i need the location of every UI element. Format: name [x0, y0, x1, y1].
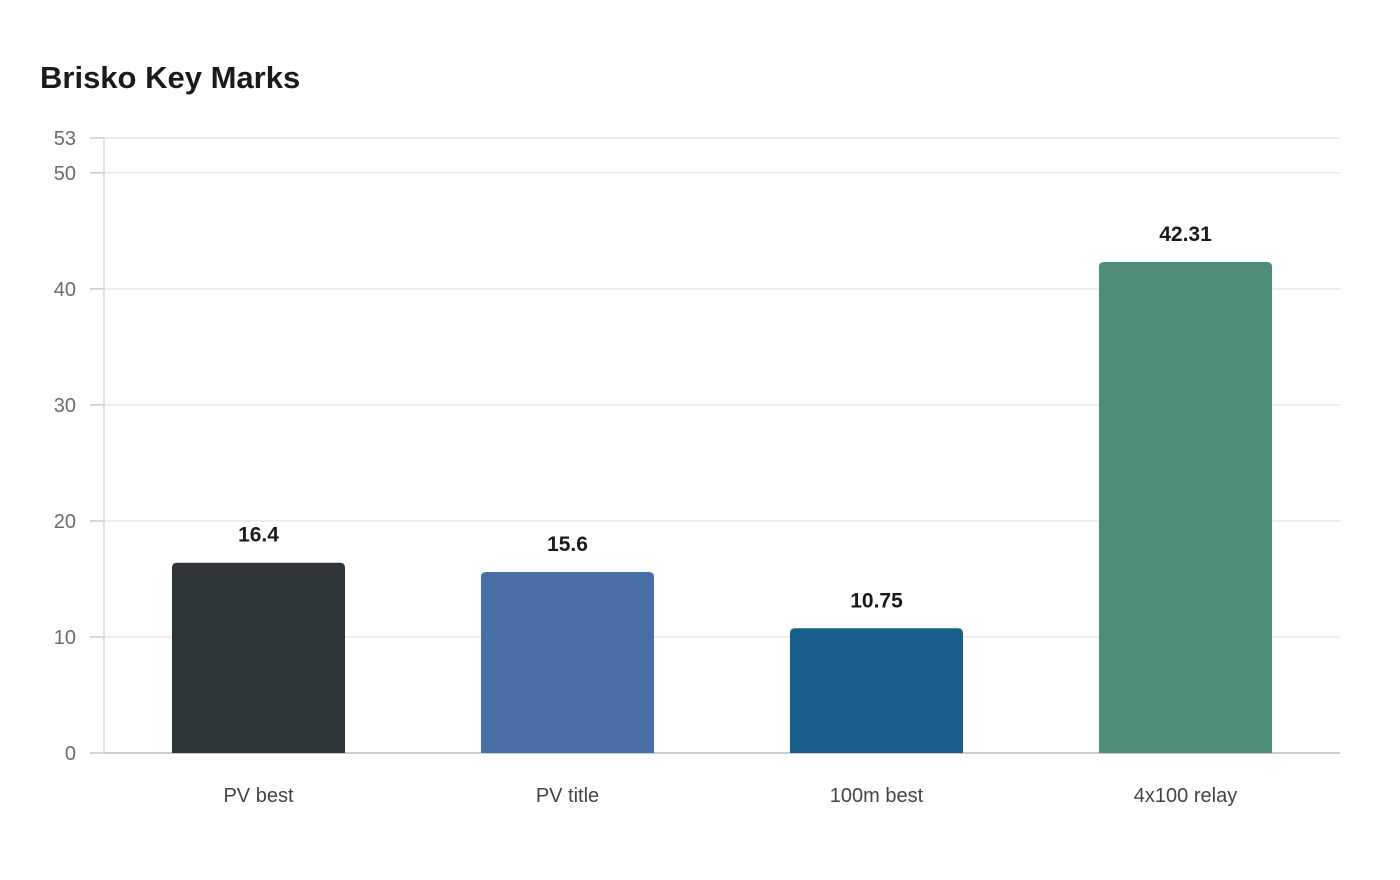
x-tick-label: 4x100 relay — [1134, 785, 1237, 807]
y-tick-label: 40 — [54, 279, 76, 301]
y-tick-label: 50 — [54, 163, 76, 185]
data-label: 16.4 — [238, 524, 279, 547]
y-tick-label: 20 — [54, 511, 76, 533]
bar-100m-best — [789, 628, 964, 753]
bars — [171, 262, 1273, 753]
data-label: 10.75 — [850, 589, 903, 612]
y-tick-label: 53 — [54, 128, 76, 150]
bar-4x100-relay — [1098, 262, 1273, 753]
x-tick-label: 100m best — [830, 785, 924, 807]
y-tick-label: 10 — [54, 627, 76, 649]
chart-title: Brisko Key Marks — [40, 60, 301, 95]
y-tick-label: 0 — [65, 743, 76, 765]
labels: 0 10 20 30 40 50 53 16.4 PV best 15.6 PV title 10.7… — [54, 128, 1237, 807]
x-tick-label: PV title — [536, 785, 599, 807]
y-tick-label: 30 — [54, 395, 76, 417]
data-label: 42.31 — [1159, 223, 1212, 246]
data-label: 15.6 — [547, 533, 588, 556]
x-tick-label: PV best — [223, 785, 293, 807]
bar-pv-title — [480, 571, 655, 753]
bar-pv-best — [171, 562, 346, 753]
